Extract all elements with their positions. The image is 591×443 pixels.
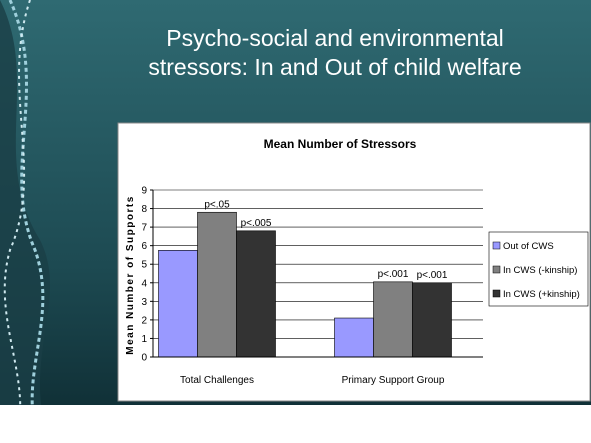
- y-tick-label: 8: [141, 204, 147, 215]
- y-tick-label: 1: [141, 334, 147, 345]
- annotation: p<.05: [204, 199, 230, 210]
- y-tick-label: 4: [141, 278, 147, 289]
- slide-title: stressors: In and Out of child welfare: [148, 54, 521, 80]
- annotation: p<.001: [378, 269, 409, 280]
- annotation: p<.001: [417, 270, 448, 281]
- bar: [237, 231, 276, 357]
- legend-label: Out of CWS: [503, 241, 554, 252]
- x-tick-label: Primary Support Group: [342, 375, 445, 386]
- legend-swatch: [493, 242, 500, 249]
- legend-swatch: [493, 290, 500, 297]
- y-tick-label: 6: [141, 241, 147, 252]
- slide: Psycho-social and environmental stressor…: [0, 0, 591, 443]
- legend-label: In CWS (-kinship): [503, 265, 577, 276]
- legend-label: In CWS (+kinship): [503, 289, 580, 300]
- slide-title: Psycho-social and environmental: [166, 25, 504, 51]
- y-tick-label: 3: [141, 297, 147, 308]
- y-axis-label: Mean Number of Supports: [125, 195, 136, 355]
- bar: [159, 250, 198, 357]
- y-tick-label: 2: [141, 315, 147, 326]
- y-tick-label: 0: [141, 353, 147, 364]
- chart: Psycho-social and environmental stressor…: [0, 0, 591, 443]
- x-tick-label: Total Challenges: [180, 375, 254, 386]
- annotation: p<.005: [241, 218, 272, 229]
- chart-title: Mean Number of Stressors: [264, 137, 417, 151]
- y-tick-label: 7: [141, 223, 147, 234]
- bar: [374, 282, 413, 357]
- y-tick-label: 5: [141, 260, 147, 271]
- footer-band: [0, 405, 591, 443]
- bar: [413, 283, 452, 357]
- y-tick-label: 9: [141, 186, 147, 197]
- bar: [198, 212, 237, 357]
- bar: [335, 318, 374, 357]
- legend-swatch: [493, 266, 500, 273]
